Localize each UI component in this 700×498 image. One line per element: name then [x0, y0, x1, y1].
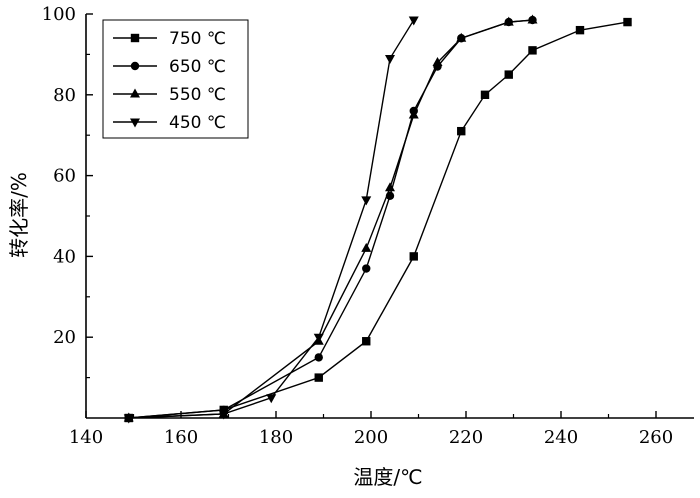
y-tick-label-0: 20 [53, 327, 76, 348]
data-point-3-1 [218, 410, 229, 420]
data-point-0-3 [362, 337, 371, 346]
y-axis-label: 转化率/% [7, 172, 31, 258]
x-tick-label-2: 180 [259, 427, 293, 448]
data-point-0-2 [314, 373, 323, 382]
data-point-0-8 [528, 46, 537, 55]
x-tick-label-6: 260 [639, 427, 673, 448]
series-line-2 [128, 19, 533, 419]
y-tick-label-4: 100 [42, 4, 76, 25]
data-point-0-10 [623, 17, 632, 27]
data-point-3-6 [408, 16, 419, 26]
data-point-2-3 [361, 242, 372, 252]
data-point-3-3 [313, 333, 324, 343]
y-tick-label-1: 40 [53, 246, 76, 267]
y-tick-label-3: 80 [53, 85, 76, 106]
legend-marker-0 [130, 33, 140, 43]
x-tick-label-0: 140 [69, 427, 103, 448]
data-point-1-2 [314, 353, 323, 362]
x-tick-label-4: 220 [449, 427, 483, 448]
data-point-0-4 [409, 252, 418, 261]
data-point-2-4 [385, 182, 395, 192]
data-point-3-5 [385, 54, 395, 64]
legend-box [102, 19, 249, 139]
plot-area [123, 14, 632, 424]
data-point-3-4 [361, 196, 372, 206]
data-point-2-8 [503, 16, 514, 26]
x-axis-label: 温度/℃ [353, 465, 422, 489]
legend-label-0: 750 ℃ [169, 29, 226, 49]
legend-marker-3 [130, 118, 140, 128]
data-point-0-5 [457, 126, 466, 136]
x-tick-label-5: 240 [544, 427, 578, 448]
data-point-3-2 [266, 394, 277, 404]
x-tick-label-3: 200 [354, 427, 388, 448]
axes: 140 160 180 200 220 240 260 20 40 60 80 100 [42, 4, 694, 448]
legend-marker-1 [130, 61, 140, 71]
data-point-0-7 [504, 70, 513, 79]
legend: 750 ℃ 650 ℃ 550 ℃ 450 ℃ [102, 19, 249, 139]
data-point-2-6 [432, 56, 443, 66]
data-point-0-9 [575, 25, 585, 35]
legend-label-1: 650 ℃ [169, 57, 226, 77]
data-point-2-9 [527, 14, 538, 24]
data-point-1-3 [362, 264, 371, 273]
legend-label-3: 450 ℃ [169, 113, 226, 133]
data-point-0-6 [480, 90, 490, 99]
legend-marker-2 [130, 88, 140, 98]
legend-label-2: 550 ℃ [169, 85, 226, 105]
data-point-3-0 [123, 414, 134, 424]
y-tick-label-2: 60 [53, 166, 76, 187]
x-tick-label-1: 160 [164, 427, 198, 448]
data-point-2-5 [408, 109, 419, 119]
data-point-2-7 [456, 32, 467, 42]
